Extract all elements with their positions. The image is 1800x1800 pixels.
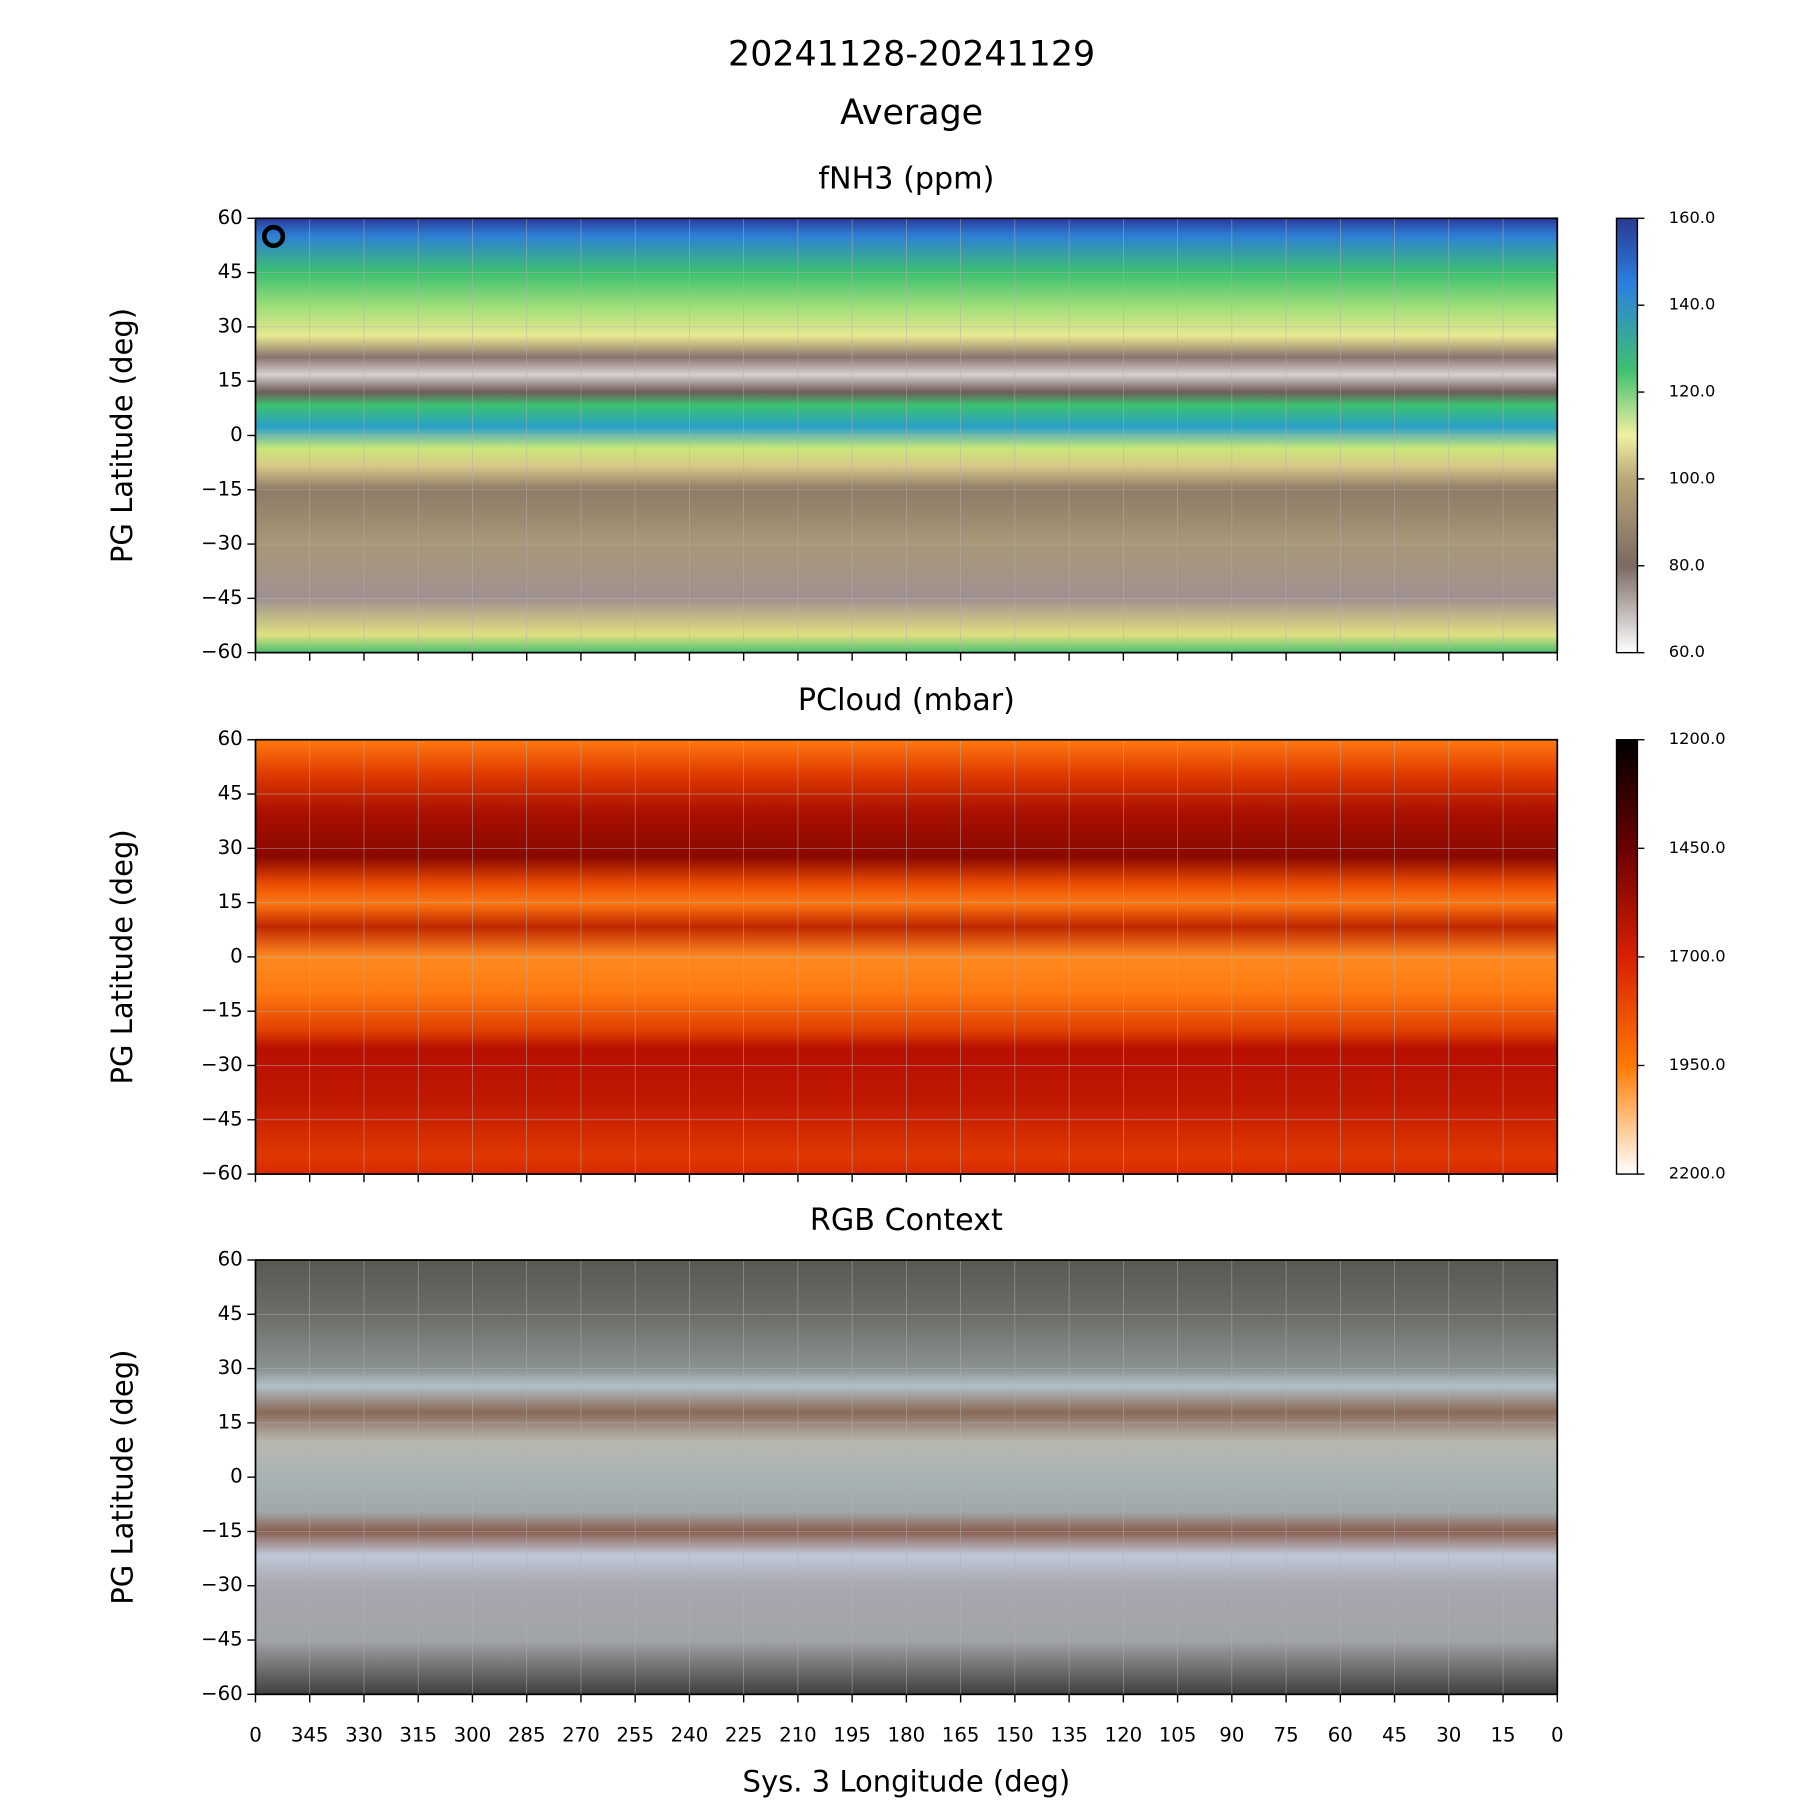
y-tick-label: −30 bbox=[201, 532, 243, 555]
y-tick-label: 0 bbox=[230, 1465, 243, 1488]
y-tick-label: −60 bbox=[201, 640, 243, 663]
x-tick-label: 285 bbox=[508, 1724, 546, 1747]
colorbar-tick-label: 60.0 bbox=[1669, 642, 1705, 661]
y-tick-label: −45 bbox=[201, 1107, 243, 1130]
y-tick-label: 60 bbox=[218, 206, 243, 229]
y-tick-label: 30 bbox=[218, 836, 243, 859]
x-tick-label: 105 bbox=[1159, 1724, 1197, 1747]
x-tick-label: 15 bbox=[1490, 1724, 1515, 1747]
y-tick-label: 45 bbox=[218, 1302, 243, 1325]
x-tick-label: 180 bbox=[888, 1724, 926, 1747]
x-tick-label: 60 bbox=[1328, 1724, 1353, 1747]
y-tick-label: 45 bbox=[218, 782, 243, 805]
y-tick-label: −30 bbox=[201, 1053, 243, 1076]
y-axis-label: PG Latitude (deg) bbox=[105, 308, 139, 563]
y-tick-label: 0 bbox=[230, 944, 243, 967]
figure-title: 20241128-20241129 bbox=[728, 35, 1095, 75]
x-tick-label: 45 bbox=[1382, 1724, 1407, 1747]
x-tick-label: 300 bbox=[454, 1724, 492, 1747]
colorbar bbox=[1615, 739, 1639, 1175]
colorbar-tick-label: 80.0 bbox=[1669, 555, 1705, 574]
y-tick-label: −15 bbox=[201, 1519, 243, 1542]
y-tick-label: −15 bbox=[201, 477, 243, 500]
x-tick-label: 75 bbox=[1274, 1724, 1299, 1747]
colorbar-tick-label: 2200.0 bbox=[1669, 1164, 1726, 1183]
x-tick-label: 30 bbox=[1436, 1724, 1461, 1747]
colorbar-tick-label: 1950.0 bbox=[1669, 1055, 1726, 1074]
colorbar-tick-label: 140.0 bbox=[1669, 295, 1716, 314]
x-tick-label: 165 bbox=[942, 1724, 980, 1747]
x-tick-label: 315 bbox=[399, 1724, 437, 1747]
panel-title: fNH3 (ppm) bbox=[818, 162, 994, 197]
x-tick-label: 0 bbox=[249, 1724, 262, 1747]
x-tick-label: 90 bbox=[1219, 1724, 1244, 1747]
y-tick-label: 15 bbox=[218, 369, 243, 392]
panel-title: RGB Context bbox=[810, 1203, 1003, 1238]
y-tick-label: 60 bbox=[218, 1248, 243, 1271]
plot-frame bbox=[254, 1259, 1559, 1696]
y-tick-label: −60 bbox=[201, 1682, 243, 1705]
y-tick-label: 60 bbox=[218, 727, 243, 750]
colorbar-tick-label: 1200.0 bbox=[1669, 729, 1726, 748]
y-tick-label: −45 bbox=[201, 586, 243, 609]
y-tick-label: 15 bbox=[218, 890, 243, 913]
y-tick-label: −45 bbox=[201, 1628, 243, 1651]
x-tick-label: 120 bbox=[1105, 1724, 1143, 1747]
x-tick-label: 0 bbox=[1551, 1724, 1564, 1747]
figure-subtitle: Average bbox=[840, 93, 983, 133]
y-tick-label: 15 bbox=[218, 1410, 243, 1433]
y-tick-label: 30 bbox=[218, 1356, 243, 1379]
y-tick-label: 45 bbox=[218, 260, 243, 283]
x-tick-label: 240 bbox=[671, 1724, 709, 1747]
x-tick-label: 255 bbox=[616, 1724, 654, 1747]
x-tick-label: 345 bbox=[291, 1724, 329, 1747]
x-tick-label: 225 bbox=[725, 1724, 763, 1747]
y-tick-label: −60 bbox=[201, 1162, 243, 1185]
y-axis-label: PG Latitude (deg) bbox=[105, 1350, 139, 1605]
x-tick-label: 135 bbox=[1050, 1724, 1088, 1747]
colorbar bbox=[1615, 217, 1639, 654]
y-tick-label: 30 bbox=[218, 314, 243, 337]
x-tick-label: 270 bbox=[562, 1724, 600, 1747]
y-axis-label: PG Latitude (deg) bbox=[105, 829, 139, 1084]
x-tick-label: 330 bbox=[345, 1724, 383, 1747]
colorbar-tick-label: 120.0 bbox=[1669, 382, 1716, 401]
plot-frame bbox=[254, 738, 1559, 1175]
colorbar-tick-label: 160.0 bbox=[1669, 208, 1716, 227]
x-axis-label: Sys. 3 Longitude (deg) bbox=[743, 1765, 1071, 1799]
colorbar-tick-label: 1700.0 bbox=[1669, 946, 1726, 965]
panel-title: PCloud (mbar) bbox=[798, 683, 1015, 718]
colorbar-tick-label: 100.0 bbox=[1669, 468, 1716, 487]
y-tick-label: −15 bbox=[201, 999, 243, 1022]
plot-frame bbox=[254, 217, 1559, 654]
y-tick-label: −30 bbox=[201, 1573, 243, 1596]
x-tick-label: 210 bbox=[779, 1724, 817, 1747]
marker bbox=[261, 224, 286, 249]
x-tick-label: 150 bbox=[996, 1724, 1034, 1747]
x-tick-label: 195 bbox=[833, 1724, 871, 1747]
colorbar-tick-label: 1450.0 bbox=[1669, 838, 1726, 857]
y-tick-label: 0 bbox=[230, 423, 243, 446]
